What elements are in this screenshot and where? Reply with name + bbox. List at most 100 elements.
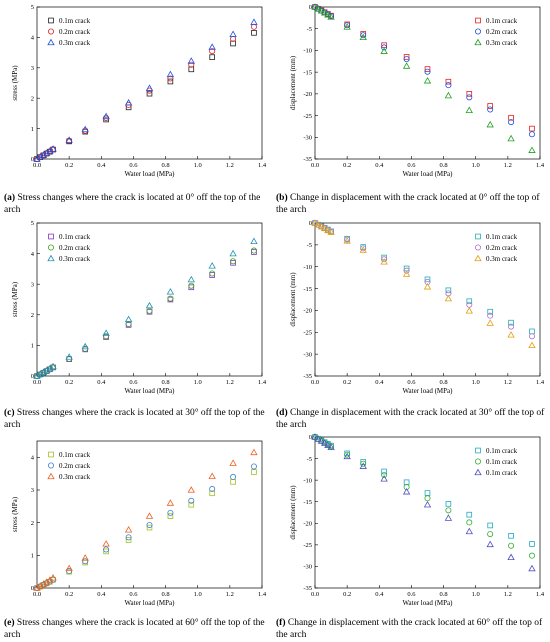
data-point [508, 319, 514, 326]
data-point [209, 490, 215, 497]
data-point [528, 131, 535, 138]
data-point [187, 275, 195, 283]
x-tick-label: 0.8 [162, 162, 170, 169]
data-point [466, 91, 473, 97]
data-point [230, 40, 236, 47]
y-tick-label: -35 [303, 156, 312, 163]
caption-text: Change in displacement with the crack lo… [276, 618, 543, 640]
data-point [343, 452, 351, 460]
data-point [124, 526, 133, 533]
data-point [229, 30, 237, 38]
x-tick-label: 0.6 [129, 591, 138, 598]
data-point [166, 288, 175, 295]
data-point [465, 527, 473, 535]
x-tick-label: 1.0 [194, 591, 202, 598]
y-tick-label: -5 [307, 26, 312, 33]
data-point [507, 134, 515, 142]
data-point [317, 437, 326, 444]
data-point [145, 301, 154, 309]
x-tick-label: 0.2 [65, 591, 73, 598]
data-point [36, 370, 44, 377]
y-tick-label: -35 [303, 373, 312, 380]
data-point [344, 451, 351, 458]
data-point [359, 246, 367, 253]
x-tick-label: 0.8 [440, 591, 448, 598]
chart-a: 0.0 0.2 0.4 0.6 0.8 1.0 1.2 1.4 0 1 2 3 4 5 Water load… [11, 4, 267, 178]
caption-letter: (a) [4, 193, 16, 203]
y-tick-label: -30 [303, 564, 312, 571]
x-tick-label: 0.4 [97, 379, 106, 386]
data-point [528, 341, 536, 349]
data-point [324, 11, 332, 18]
y-tick-label: 4 [31, 455, 35, 462]
data-point [466, 298, 473, 305]
data-point [486, 120, 494, 128]
chart-c: 0.0 0.2 0.4 0.6 0.8 1.0 1.2 1.4 0 1 2 3 4 5 Water load… [11, 220, 267, 395]
data-point [444, 294, 453, 302]
data-point [487, 103, 493, 109]
plot-frame [36, 6, 263, 160]
data-point [188, 282, 195, 289]
x-tick-label: 1.4 [258, 379, 267, 386]
caption-letter: (e) [4, 618, 15, 628]
legend-marker [475, 233, 481, 240]
data-point [311, 219, 319, 226]
legend-marker [47, 254, 55, 262]
y-tick-label: -15 [303, 69, 312, 76]
y-tick-label: 2 [31, 312, 34, 319]
data-point [66, 137, 73, 144]
y-tick-label: -15 [303, 286, 312, 293]
x-tick-label: 0.6 [407, 379, 416, 386]
x-tick-label: 0.2 [65, 379, 73, 386]
y-tick-label: -25 [303, 329, 312, 336]
y-tick-label: 2 [31, 520, 34, 527]
data-point [327, 228, 335, 235]
data-point [103, 548, 109, 555]
y-axis-label: stress (MPa) [11, 65, 19, 101]
data-point [403, 267, 410, 274]
series-1 [34, 30, 257, 162]
y-tick-label: 0 [309, 220, 312, 227]
legend-label: 0.2m crack [59, 462, 91, 470]
x-tick-label: 1.0 [472, 379, 480, 386]
data-point [188, 66, 195, 73]
data-point [102, 112, 110, 120]
data-point [230, 479, 236, 485]
data-point [208, 472, 216, 479]
legend-label: 0.1m crack [486, 17, 518, 25]
x-axis-label: Water load (MPa) [403, 599, 454, 607]
y-tick-label: 0 [31, 585, 34, 592]
data-point [528, 333, 535, 340]
x-tick-label: 1.2 [504, 379, 512, 386]
data-point [81, 554, 89, 561]
y-tick-label: -20 [303, 308, 312, 315]
x-tick-label: 0.4 [97, 162, 106, 169]
data-point [507, 553, 515, 561]
data-point [343, 237, 351, 244]
data-point [124, 315, 133, 323]
y-tick-label: 3 [31, 281, 34, 288]
legend-marker [48, 28, 55, 35]
data-point [229, 249, 237, 257]
x-tick-label: 0.0 [311, 379, 319, 386]
data-point [380, 47, 388, 54]
data-point [49, 145, 57, 152]
legend-marker [48, 451, 54, 458]
caption-text: Stress changes where the crack is locate… [4, 408, 265, 430]
data-point [65, 136, 73, 143]
x-tick-label: 0.8 [162, 591, 170, 598]
data-point [327, 443, 335, 451]
y-tick-label: -10 [303, 48, 312, 55]
x-tick-label: 1.2 [226, 379, 234, 386]
data-point [230, 258, 237, 265]
data-point [320, 439, 329, 446]
legend-marker [474, 244, 481, 251]
data-point [344, 236, 351, 243]
y-tick-label: 3 [31, 65, 34, 72]
data-point [102, 329, 110, 336]
data-point [529, 328, 535, 335]
plot-frame [36, 222, 263, 377]
data-point [324, 226, 332, 234]
legend-label: 0.1m crack [486, 447, 518, 455]
legend-marker [475, 447, 481, 454]
